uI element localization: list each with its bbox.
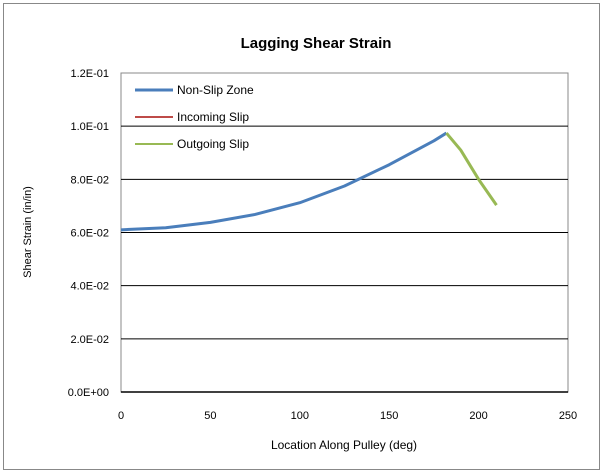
legend-label: Non-Slip Zone xyxy=(177,83,254,97)
legend-label: Incoming Slip xyxy=(177,110,249,124)
legend-label: Outgoing Slip xyxy=(177,137,249,151)
x-tick-label: 150 xyxy=(380,410,398,422)
x-axis-label: Location Along Pulley (deg) xyxy=(271,438,417,452)
x-tick-label: 0 xyxy=(118,410,124,422)
x-tick-label: 250 xyxy=(559,410,577,422)
y-tick-label: 1.0E-01 xyxy=(70,121,109,133)
y-axis-label: Shear Strain (in/in) xyxy=(22,186,34,278)
y-tick-label: 2.0E-02 xyxy=(70,334,109,346)
y-tick-label: 1.2E-01 xyxy=(70,68,109,80)
y-tick-label: 8.0E-02 xyxy=(70,174,109,186)
x-tick-label: 100 xyxy=(291,410,309,422)
series-line-non-slip-zone xyxy=(120,131,448,232)
y-tick-label: 0.0E+00 xyxy=(68,387,109,399)
chart-frame xyxy=(3,3,600,470)
chart-title: Lagging Shear Strain xyxy=(241,35,392,52)
x-tick-label: 200 xyxy=(469,410,487,422)
y-tick-label: 6.0E-02 xyxy=(70,228,109,240)
series-line-outgoing-slip xyxy=(445,132,498,206)
y-tick-label: 4.0E-02 xyxy=(70,281,109,293)
x-tick-label: 50 xyxy=(204,410,216,422)
